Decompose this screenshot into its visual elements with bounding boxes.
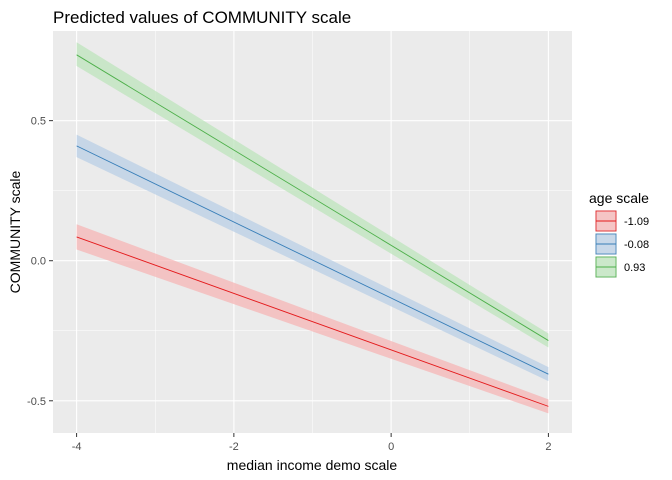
confidence-band bbox=[76, 42, 549, 348]
legend-label: -0.08 bbox=[624, 239, 649, 251]
x-axis-ticks: -4 -2 0 2 bbox=[72, 433, 551, 453]
y-tick-label: 0.5 bbox=[31, 116, 46, 128]
legend-label: 0.93 bbox=[624, 262, 645, 274]
x-tick-label: 2 bbox=[545, 441, 551, 453]
legend-label: -1.09 bbox=[624, 216, 649, 228]
y-axis-ticks: -0.5 0.0 0.5 bbox=[27, 116, 53, 408]
series-lines bbox=[76, 54, 549, 407]
y-tick-label: 0.0 bbox=[31, 256, 46, 268]
x-tick-label: 0 bbox=[388, 441, 394, 453]
x-tick-label: -4 bbox=[72, 441, 82, 453]
series-line bbox=[76, 54, 549, 341]
series-line bbox=[76, 236, 549, 407]
chart-title: Predicted values of COMMUNITY scale bbox=[53, 8, 351, 27]
x-axis-label: median income demo scale bbox=[227, 457, 398, 473]
confidence-band bbox=[76, 224, 549, 414]
x-tick-label: -2 bbox=[229, 441, 239, 453]
y-tick-label: -0.5 bbox=[27, 396, 46, 408]
y-axis-label: COMMUNITY scale bbox=[7, 170, 23, 293]
legend: age scale -1.09 -0.08 0.93 bbox=[589, 190, 649, 278]
confidence-band bbox=[76, 134, 549, 382]
legend-title: age scale bbox=[589, 190, 649, 206]
series-line bbox=[76, 145, 549, 375]
confidence-bands bbox=[76, 42, 549, 414]
